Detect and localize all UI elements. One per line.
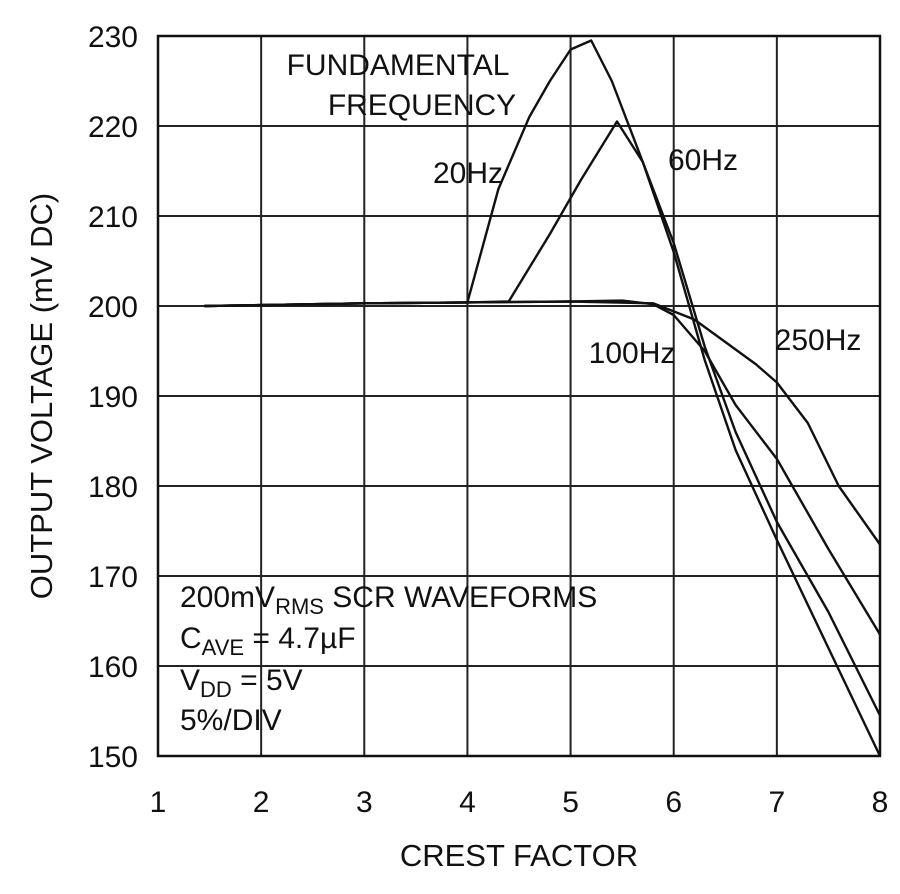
condition-line: 200mVRMS SCR WAVEFORMS xyxy=(180,581,597,619)
x-tick-label: 6 xyxy=(665,786,682,819)
x-tick-label: 5 xyxy=(562,786,579,819)
y-tick-label: 190 xyxy=(88,381,138,414)
x-tick-label: 2 xyxy=(253,786,270,819)
x-tick-label: 1 xyxy=(150,786,167,819)
y-tick-label: 210 xyxy=(88,201,138,234)
series-label-20hz: 20Hz xyxy=(433,157,503,190)
x-tick-label: 7 xyxy=(769,786,786,819)
grid xyxy=(158,36,880,756)
y-tick-label: 220 xyxy=(88,111,138,144)
x-tick-label: 4 xyxy=(459,786,476,819)
y-tick-label: 150 xyxy=(88,741,138,774)
y-tick-label: 230 xyxy=(88,21,138,54)
series-label-250hz: 250Hz xyxy=(775,324,862,357)
x-tick-label: 3 xyxy=(356,786,373,819)
x-axis-title: CREST FACTOR xyxy=(400,838,638,873)
y-tick-label: 160 xyxy=(88,651,138,684)
series-line-250hz xyxy=(204,300,881,546)
y-tick-label: 200 xyxy=(88,291,138,324)
y-axis-title: OUTPUT VOLTAGE (mV DC) xyxy=(24,193,59,599)
series-labels: 20Hz 60Hz 100Hz 250Hz xyxy=(433,144,861,370)
condition-line: VDD = 5V xyxy=(180,664,303,702)
series-label-60hz: 60Hz xyxy=(668,144,738,177)
series-group xyxy=(204,39,882,757)
fundamental-frequency-label-line1: FUNDAMENTAL xyxy=(287,49,510,82)
condition-line: CAVE = 4.7µF xyxy=(180,622,356,660)
condition-line: 5%/DIV xyxy=(180,704,282,737)
y-tick-label: 170 xyxy=(88,561,138,594)
x-tick-label: 8 xyxy=(872,786,889,819)
tick-labels: 1 2 3 4 5 6 7 8 150 160 170 180 190 200 210 220 230 xyxy=(88,21,888,819)
fundamental-frequency-label-line2: FREQUENCY xyxy=(328,89,516,122)
series-label-100hz: 100Hz xyxy=(589,337,676,370)
plot-frame xyxy=(156,34,882,758)
y-tick-label: 180 xyxy=(88,471,138,504)
